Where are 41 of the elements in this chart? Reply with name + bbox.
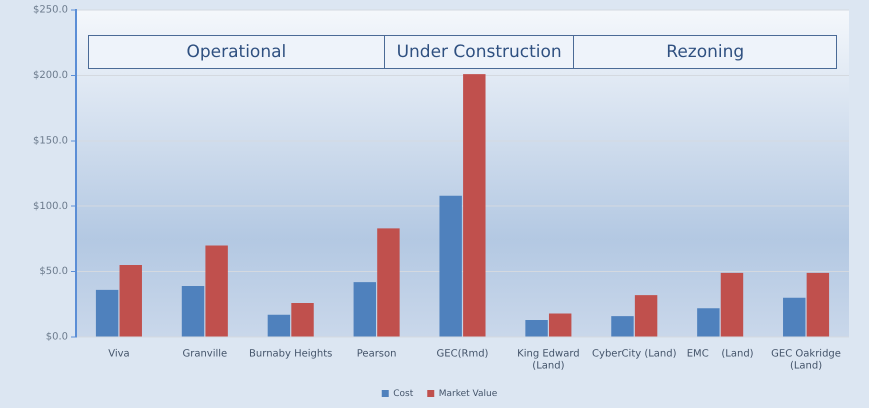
y-tick-label: $150.0: [32, 135, 68, 146]
legend-label: Market Value: [438, 388, 498, 399]
annotation: Operational: [186, 42, 286, 62]
x-tick-label: Granville: [182, 348, 228, 360]
x-tick-label: GEC(Rmd): [436, 348, 489, 360]
bar: [377, 228, 400, 336]
bar: [548, 313, 572, 336]
y-tick-label: $200.0: [32, 70, 68, 81]
bar: [525, 320, 548, 336]
bar: [120, 265, 142, 336]
x-tick-label: King Edward (Land): [517, 348, 580, 372]
bar: [205, 245, 228, 336]
annotation: Rezoning: [666, 42, 744, 62]
x-tick-label: CyberCity (Land): [592, 348, 677, 360]
bar: [291, 302, 314, 336]
header-box: Under Construction: [384, 35, 575, 69]
header-box: Operational: [88, 35, 386, 69]
bar: [697, 308, 720, 336]
y-tick-label: $50.0: [39, 266, 68, 278]
bar: [96, 290, 118, 336]
header-box: Rezoning: [573, 35, 838, 69]
annotation: Under Construction: [396, 42, 562, 62]
y-tick-label: $100.0: [32, 200, 68, 212]
x-tick-label: GEC Oakridge (Land): [771, 348, 841, 372]
x-tick-label: EMC (Land): [686, 348, 754, 360]
legend-label: Cost: [393, 388, 414, 399]
x-tick-label: Burnaby Heights: [249, 348, 332, 360]
y-tick-label: $0.0: [46, 332, 68, 343]
y-tick-label: $250.0: [32, 4, 68, 16]
bar: [268, 314, 290, 336]
bar: [720, 272, 744, 336]
bar: [783, 298, 806, 336]
bar: [806, 272, 830, 336]
bar: [634, 295, 658, 336]
bar: [463, 74, 486, 336]
x-tick-label: Viva: [108, 348, 130, 360]
bar: [611, 316, 634, 336]
bar: [439, 196, 462, 336]
bar: [182, 286, 204, 336]
x-tick-label: Pearson: [356, 348, 396, 360]
bar: [354, 282, 376, 336]
